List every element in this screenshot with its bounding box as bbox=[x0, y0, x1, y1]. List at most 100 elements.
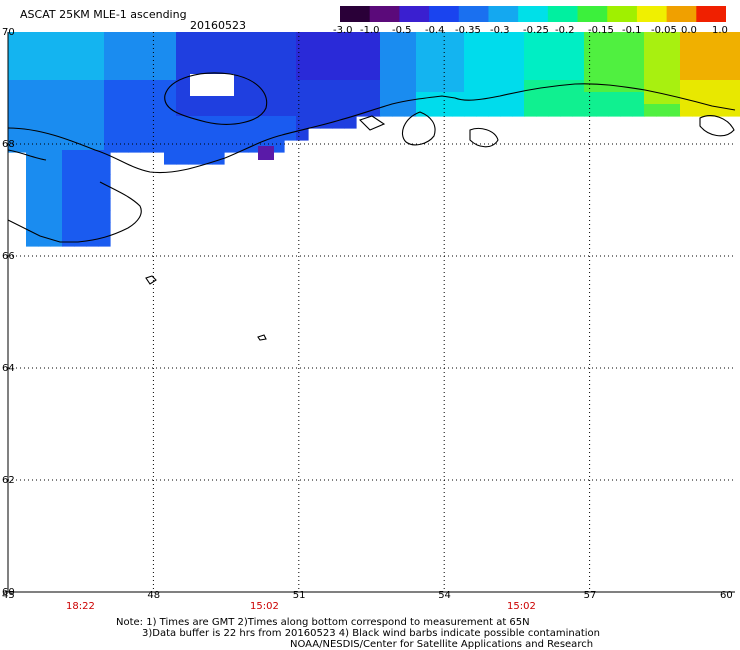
swath-cell bbox=[212, 140, 225, 153]
swath-cell bbox=[86, 222, 99, 235]
swath-cell bbox=[668, 104, 681, 117]
swath-cell bbox=[536, 80, 549, 93]
swath-cell bbox=[38, 198, 51, 211]
swath-cell bbox=[50, 234, 63, 247]
colorbar-segment bbox=[696, 6, 726, 22]
swath-cell bbox=[356, 92, 369, 105]
swath-cell bbox=[260, 80, 273, 93]
swath-cell bbox=[68, 92, 81, 105]
swath-cell bbox=[704, 56, 717, 69]
swath-cell bbox=[32, 32, 45, 45]
swath-cell bbox=[368, 56, 381, 69]
swath-cell bbox=[572, 80, 585, 93]
swath-cell bbox=[608, 68, 621, 81]
colorbar-segment bbox=[666, 6, 697, 22]
swath-cell bbox=[536, 56, 549, 69]
swath-cell bbox=[716, 44, 729, 57]
swath-cell bbox=[32, 80, 45, 93]
swath-cell bbox=[62, 150, 75, 163]
swath-cell bbox=[404, 44, 417, 57]
swath-cell bbox=[80, 116, 93, 129]
swath-cell bbox=[440, 92, 453, 105]
swath-cell bbox=[86, 150, 99, 163]
swath-cell bbox=[716, 32, 729, 45]
swath-cell bbox=[584, 92, 597, 105]
swath-cell bbox=[608, 56, 621, 69]
swath-cell bbox=[248, 56, 261, 69]
swath-cell bbox=[476, 80, 489, 93]
plot-frame bbox=[7, 32, 735, 593]
latitude-label: 60 bbox=[2, 587, 15, 598]
colorbar-segment bbox=[636, 6, 668, 22]
swath-cell bbox=[80, 68, 93, 81]
swath-cell bbox=[704, 32, 717, 45]
swath-cell bbox=[272, 104, 285, 117]
colorbar-label: 1.0 bbox=[712, 25, 728, 36]
swath-cell bbox=[86, 186, 99, 199]
swath-cell bbox=[74, 234, 87, 247]
latitude-label: 70 bbox=[2, 27, 15, 38]
swath-cell bbox=[500, 44, 513, 57]
swath-cell bbox=[296, 128, 309, 141]
swath-cell bbox=[26, 198, 39, 211]
longitude-label: 45 bbox=[2, 590, 15, 601]
swath-cell bbox=[512, 92, 525, 105]
swath-cell bbox=[188, 56, 201, 69]
colorbar-segment bbox=[577, 6, 608, 22]
swath-cell bbox=[728, 80, 740, 93]
swath-cell bbox=[116, 44, 129, 57]
swath-cell bbox=[524, 56, 537, 69]
swath-cell bbox=[176, 32, 189, 45]
swath-cell bbox=[44, 140, 57, 153]
swath-cell bbox=[116, 68, 129, 81]
swath-cell bbox=[152, 32, 165, 45]
swath-cell bbox=[716, 68, 729, 81]
swath-cell bbox=[56, 128, 69, 141]
swath-cell bbox=[584, 80, 597, 93]
swath-cell bbox=[692, 32, 705, 45]
swath-cell bbox=[500, 32, 513, 45]
swath-cell bbox=[332, 68, 345, 81]
swath-cell bbox=[488, 68, 501, 81]
swath-cell bbox=[104, 56, 117, 69]
swath-cell bbox=[188, 128, 201, 141]
swath-cell bbox=[344, 44, 357, 57]
swath-cell bbox=[104, 128, 117, 141]
colorbar-label: 0.0 bbox=[681, 25, 697, 36]
swath-cell bbox=[32, 92, 45, 105]
swath-cell bbox=[212, 128, 225, 141]
swath-cell bbox=[320, 80, 333, 93]
swath-cell bbox=[68, 32, 81, 45]
swath-cell bbox=[128, 44, 141, 57]
swath-cell bbox=[572, 92, 585, 105]
swath-cell bbox=[128, 92, 141, 105]
swath-cell bbox=[56, 68, 69, 81]
swath-cell bbox=[620, 68, 633, 81]
swath-cell bbox=[20, 116, 33, 129]
swath-cell bbox=[164, 128, 177, 141]
swath-cell bbox=[320, 56, 333, 69]
swath-cell bbox=[500, 68, 513, 81]
swath-cell bbox=[644, 44, 657, 57]
swath-cell bbox=[26, 174, 39, 187]
swath-cell bbox=[164, 68, 177, 81]
swath-cell bbox=[140, 92, 153, 105]
longitude-label: 57 bbox=[583, 590, 597, 601]
swath-cell bbox=[608, 104, 621, 117]
swath-cell bbox=[296, 32, 309, 45]
swath-cell bbox=[632, 44, 645, 57]
swath-cell bbox=[584, 32, 597, 45]
swath-cell bbox=[296, 104, 309, 117]
swath-cell bbox=[8, 32, 21, 45]
longitude-label: 54 bbox=[438, 590, 451, 601]
swath-cell bbox=[668, 92, 681, 105]
swath-cell bbox=[680, 92, 693, 105]
swath-cell bbox=[104, 32, 117, 45]
swath-cell bbox=[56, 56, 69, 69]
swath-cell bbox=[140, 56, 153, 69]
swath-cell bbox=[644, 92, 657, 105]
swath-cell bbox=[164, 56, 177, 69]
swath-cell bbox=[164, 116, 177, 129]
swath-cell bbox=[500, 80, 513, 93]
swath-cell bbox=[440, 44, 453, 57]
